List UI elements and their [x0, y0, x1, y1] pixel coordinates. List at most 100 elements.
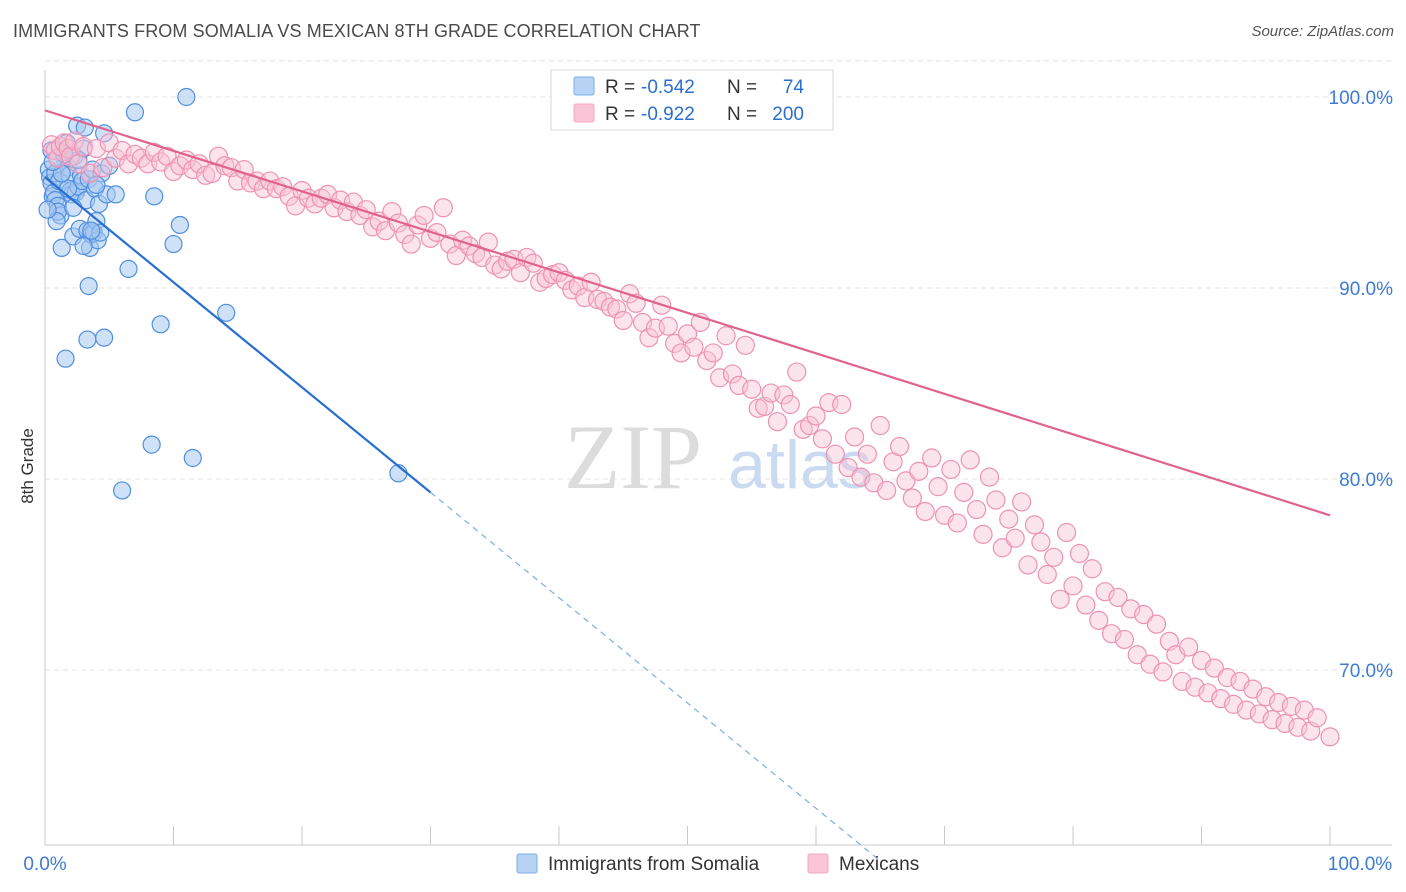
data-point-mexicans: [1024, 515, 1045, 535]
data-point-mexicans: [973, 524, 993, 544]
watermark-zip: ZIP: [564, 406, 702, 508]
data-point-mexicans: [774, 385, 794, 405]
data-point-mexicans: [1134, 605, 1154, 625]
source-label: Source: ZipAtlas.com: [1251, 23, 1394, 40]
data-point-mexicans: [812, 429, 833, 449]
trend-line-somalia: [44, 176, 432, 494]
data-point-mexicans: [1153, 662, 1173, 682]
data-point-mexicans: [960, 450, 980, 470]
data-point-somalia: [95, 328, 114, 347]
data-point-mexicans: [999, 509, 1019, 529]
data-point-mexicans: [838, 457, 858, 478]
data-point-somalia: [87, 175, 106, 194]
stats-n-value: 74: [783, 77, 805, 98]
data-point-mexicans: [947, 513, 967, 533]
data-point-mexicans: [799, 415, 820, 436]
data-point-mexicans: [1044, 547, 1064, 567]
data-point-somalia: [64, 198, 83, 217]
legend: Immigrants from Somalia Mexicans: [516, 853, 919, 875]
data-point-mexicans: [144, 142, 164, 162]
data-point-mexicans: [1082, 559, 1102, 579]
data-point-mexicans: [658, 316, 678, 336]
data-point-mexicans: [1050, 589, 1070, 609]
trend-line-mexicans: [44, 109, 1331, 517]
stats-legend: R = -0.542 N = 74 R = -0.922 N = 200: [550, 69, 834, 131]
data-point-mexicans: [607, 299, 627, 319]
data-point-somalia: [82, 221, 101, 240]
data-point-mexicans: [1204, 658, 1224, 678]
data-point-mexicans: [889, 436, 910, 457]
data-point-mexicans: [1037, 564, 1057, 585]
stats-swatch-somalia: [573, 76, 595, 96]
data-point-mexicans: [806, 406, 826, 426]
data-point-somalia: [177, 87, 196, 107]
data-point-mexicans: [58, 138, 78, 159]
data-point-mexicans: [902, 488, 922, 508]
trend-line-somalia-extension: [430, 491, 881, 862]
legend-label-mexicans: Mexicans: [839, 854, 919, 875]
data-point-mexicans: [1031, 532, 1051, 552]
data-point-somalia: [79, 276, 98, 296]
data-point-mexicans: [414, 205, 434, 226]
data-point-mexicans: [1089, 610, 1109, 630]
watermark-atlas: atlas: [728, 427, 872, 503]
data-point-mexicans: [684, 337, 704, 357]
data-point-mexicans: [395, 224, 415, 245]
trend-lines: [44, 109, 1331, 862]
data-point-mexicans: [1056, 522, 1077, 543]
y-tick-labels: 70.0% 80.0% 90.0% 100.0%: [1329, 88, 1394, 682]
data-point-mexicans: [1011, 492, 1032, 512]
data-point-mexicans: [273, 177, 293, 197]
data-point-mexicans: [1063, 576, 1083, 596]
data-point-mexicans: [61, 146, 81, 166]
data-point-somalia: [106, 185, 125, 204]
stats-swatch-mexicans: [573, 103, 595, 123]
data-point-mexicans: [767, 412, 788, 432]
data-point-somalia: [59, 179, 78, 198]
stats-r-value: -0.542: [641, 77, 695, 98]
gridlines: [45, 60, 1392, 671]
data-point-mexicans: [401, 234, 421, 254]
data-point-mexicans: [928, 477, 948, 497]
data-point-mexicans: [877, 480, 897, 501]
data-point-mexicans: [909, 461, 929, 481]
data-point-somalia: [164, 234, 183, 254]
legend-label-somalia: Immigrants from Somalia: [548, 854, 760, 875]
data-point-mexicans: [491, 259, 511, 279]
data-point-mexicans: [1268, 692, 1289, 713]
data-point-mexicans: [832, 394, 852, 415]
stats-n-label: N =: [727, 104, 757, 125]
data-point-somalia: [142, 435, 161, 454]
y-tick-label: 80.0%: [1339, 470, 1393, 491]
data-point-mexicans: [735, 335, 755, 355]
data-point-mexicans: [1127, 645, 1147, 665]
data-point-mexicans: [697, 350, 717, 371]
stats-r-label: R =: [605, 77, 635, 98]
stats-n-value: 200: [772, 104, 804, 125]
data-point-mexicans: [433, 198, 453, 218]
legend-swatch-mexicans: [807, 853, 829, 874]
data-point-somalia: [145, 187, 164, 206]
data-point-somalia: [38, 200, 57, 219]
data-point-somalia: [119, 259, 138, 278]
data-point-mexicans: [665, 333, 685, 353]
stats-r-label: R =: [605, 104, 635, 125]
data-point-mexicans: [787, 362, 807, 382]
data-point-mexicans: [722, 364, 743, 384]
data-point-somalia: [183, 448, 202, 468]
data-point-mexicans: [93, 158, 113, 178]
data-point-mexicans: [568, 276, 588, 296]
y-tick-label: 100.0%: [1329, 88, 1394, 109]
watermark: ZIP atlas: [564, 406, 872, 508]
data-point-mexicans: [844, 427, 865, 447]
data-point-mexicans: [427, 223, 447, 243]
x-tick-label: 100.0%: [1328, 854, 1393, 875]
data-point-mexicans: [1076, 595, 1096, 615]
data-point-mexicans: [1114, 629, 1135, 650]
data-point-mexicans: [50, 137, 71, 157]
data-point-mexicans: [992, 538, 1012, 558]
stats-r-value: -0.922: [641, 104, 695, 125]
data-point-mexicans: [870, 415, 890, 436]
data-point-somalia: [52, 238, 71, 257]
